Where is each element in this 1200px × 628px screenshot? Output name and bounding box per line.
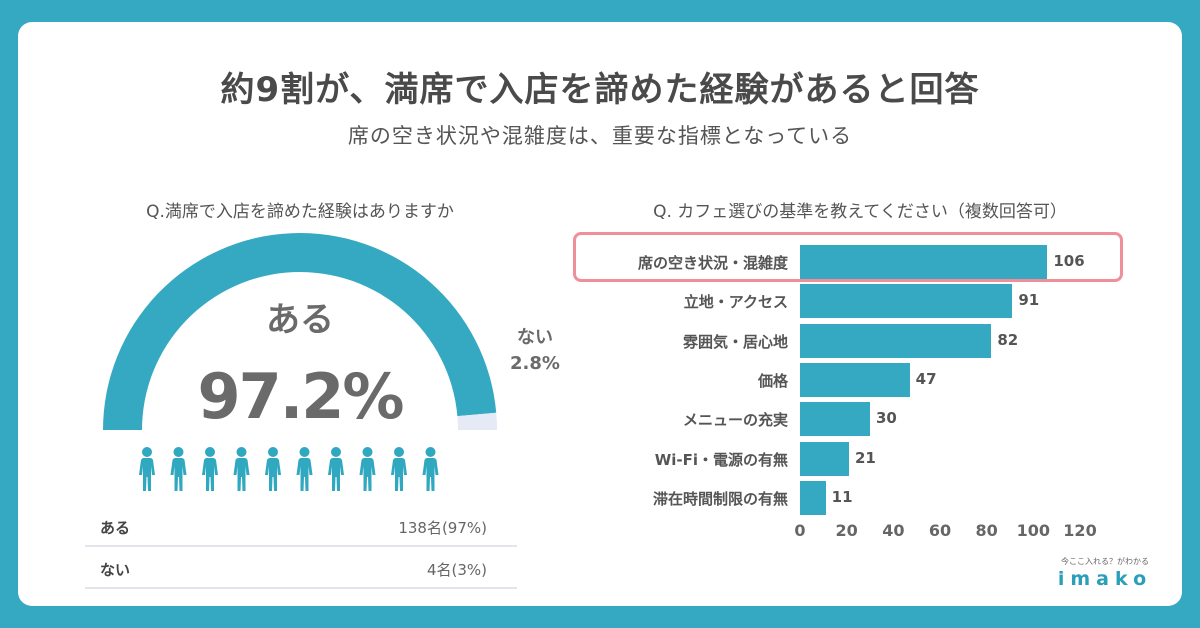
person-icon [328, 447, 344, 491]
bar [800, 441, 849, 476]
bar [800, 245, 1048, 279]
data-label: 91 [1018, 291, 1040, 310]
category-label: 滞在時間制限の有無 [652, 489, 788, 508]
row-value: 4名(3%) [426, 561, 487, 579]
person-icon [202, 447, 218, 491]
row-label: ある [100, 519, 131, 537]
x-tick-label: 80 [975, 521, 998, 540]
x-tick-label: 100 [1016, 521, 1051, 540]
data-label: 106 [1053, 252, 1085, 270]
category-label: 雰囲気・居心地 [682, 332, 788, 351]
person-icon [391, 447, 407, 491]
row-value: 138名(97%) [398, 519, 487, 537]
x-tick-label: 0 [794, 521, 806, 540]
data-label: 82 [997, 330, 1019, 349]
data-label: 21 [855, 448, 876, 467]
table-row: ある 138名(97%) [85, 507, 517, 547]
logo: imako [1057, 568, 1153, 590]
gauge-arc-rest [457, 412, 497, 430]
bar [800, 480, 826, 515]
category-label: 立地・アクセス [683, 293, 788, 312]
bar [800, 362, 910, 397]
data-label: 30 [876, 409, 897, 428]
data-label: 11 [831, 487, 853, 506]
person-icon [296, 447, 313, 491]
gauge-main-value: 97.2% [197, 360, 404, 433]
bar [800, 323, 992, 358]
person-icon [170, 447, 187, 491]
x-tick-label: 60 [928, 521, 952, 540]
x-tick-label: 40 [882, 521, 905, 540]
gauge-main-label: ある [266, 300, 334, 340]
page-subtitle: 席の空き状況や混雑度は、重要な指標となっている [347, 124, 853, 148]
gauge-rest-label: ない [517, 327, 553, 348]
row-label: ない [100, 561, 131, 579]
logo-tagline: 今ここ入れる？がわかる [1061, 557, 1149, 566]
gauge-rest-value: 2.8% [510, 353, 560, 374]
x-tick-label: 20 [835, 521, 858, 540]
person-icon [233, 447, 250, 491]
data-label: 47 [915, 369, 937, 388]
highlight-box [573, 232, 1123, 282]
category-label: 価格 [757, 371, 788, 390]
page-title: 約9割が、満席で入店を諦めた経験があると回答 [220, 70, 980, 110]
person-icon [422, 447, 439, 491]
table-row: ない 4名(3%) [85, 549, 517, 589]
person-icon [359, 447, 376, 491]
category-label: メニューの充実 [682, 411, 788, 430]
gauge-question: Q.満席で入店を諦めた経験はありますか [146, 202, 454, 222]
person-icon [265, 447, 281, 491]
bar [800, 284, 1013, 319]
person-icon [139, 447, 155, 491]
bar-question: Q. カフェ選びの基準を教えてください（複数回答可） [653, 202, 1067, 222]
x-tick-label: 120 [1063, 521, 1097, 540]
category-label: Wi-Fi・電源の有無 [654, 450, 788, 469]
gauge-arc-main [103, 232, 497, 430]
bar [800, 402, 870, 437]
category-label: 席の空き状況・混雑度 [637, 254, 788, 272]
